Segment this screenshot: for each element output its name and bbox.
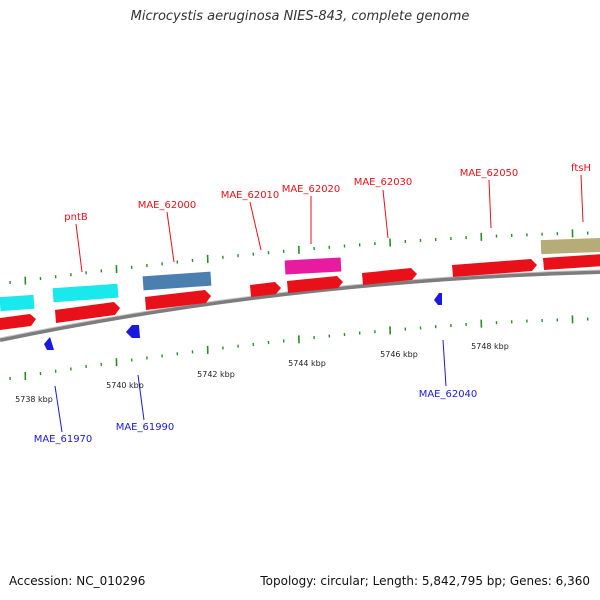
label-MAE_61990: MAE_61990 <box>116 422 175 433</box>
feature-tan-ftsH[interactable] <box>540 237 600 255</box>
leader-pntB <box>75 223 83 273</box>
genome-title: Microcystis aeruginosa NIES-843, complet… <box>130 9 470 24</box>
topology-text: Topology: circular; Length: 5,842,795 bp… <box>260 574 590 588</box>
leader-ftsH <box>580 174 584 223</box>
kbp-label-5738: 5738 kbp <box>15 395 53 404</box>
kbp-label-5748: 5748 kbp <box>471 342 509 351</box>
lower-tick-track <box>9 315 589 381</box>
gene-arrow-MAE_61970[interactable] <box>44 337 54 350</box>
label-pntB: pntB <box>64 212 88 223</box>
leader-MAE_61970 <box>54 385 63 433</box>
label-MAE_62010: MAE_62010 <box>221 190 280 201</box>
kbp-label-5740: 5740 kbp <box>106 381 144 390</box>
leader-MAE_62010 <box>249 201 262 251</box>
label-MAE_62050: MAE_62050 <box>460 168 519 179</box>
kbp-label-5744: 5744 kbp <box>288 359 326 368</box>
leader-MAE_62000 <box>166 211 175 263</box>
accession-text: Accession: NC_010296 <box>9 574 146 588</box>
feature-magenta-MAE_62020[interactable] <box>284 257 342 275</box>
feature-cyan-1[interactable] <box>0 294 35 312</box>
label-MAE_62020: MAE_62020 <box>282 184 341 195</box>
gene-arrow-MAE_62040[interactable] <box>434 293 442 305</box>
gene-arrow-MAE_62000[interactable] <box>145 290 211 310</box>
label-MAE_62030: MAE_62030 <box>354 177 413 188</box>
gene-arrow-ftsH[interactable] <box>543 254 600 270</box>
kbp-label-5746: 5746 kbp <box>380 350 418 359</box>
gene-arrow-pntB[interactable] <box>55 302 120 323</box>
label-MAE_62040: MAE_62040 <box>419 389 478 400</box>
gene-arrow-MAE_61990[interactable] <box>126 325 140 338</box>
gene-arrow-MAE_62030[interactable] <box>362 268 417 285</box>
leader-MAE_62030 <box>382 189 389 239</box>
label-ftsH: ftsH <box>571 163 591 174</box>
gene-arrow-MAE_62010[interactable] <box>250 282 281 297</box>
gene-arrow-1[interactable] <box>0 314 36 330</box>
feature-steel-MAE_62000[interactable] <box>142 271 212 291</box>
gene-arrow-MAE_62050[interactable] <box>452 259 537 277</box>
kbp-label-5742: 5742 kbp <box>197 370 235 379</box>
leader-MAE_61990 <box>137 374 145 421</box>
genome-backbone <box>0 270 600 342</box>
upper-tick-track <box>9 229 589 285</box>
feature-cyan-pntB[interactable] <box>52 283 119 303</box>
label-MAE_62000: MAE_62000 <box>138 200 197 211</box>
label-MAE_61970: MAE_61970 <box>34 434 93 445</box>
gene-arrow-MAE_62020[interactable] <box>287 276 343 293</box>
leader-MAE_62040 <box>442 339 447 387</box>
leader-MAE_62050 <box>488 179 492 229</box>
